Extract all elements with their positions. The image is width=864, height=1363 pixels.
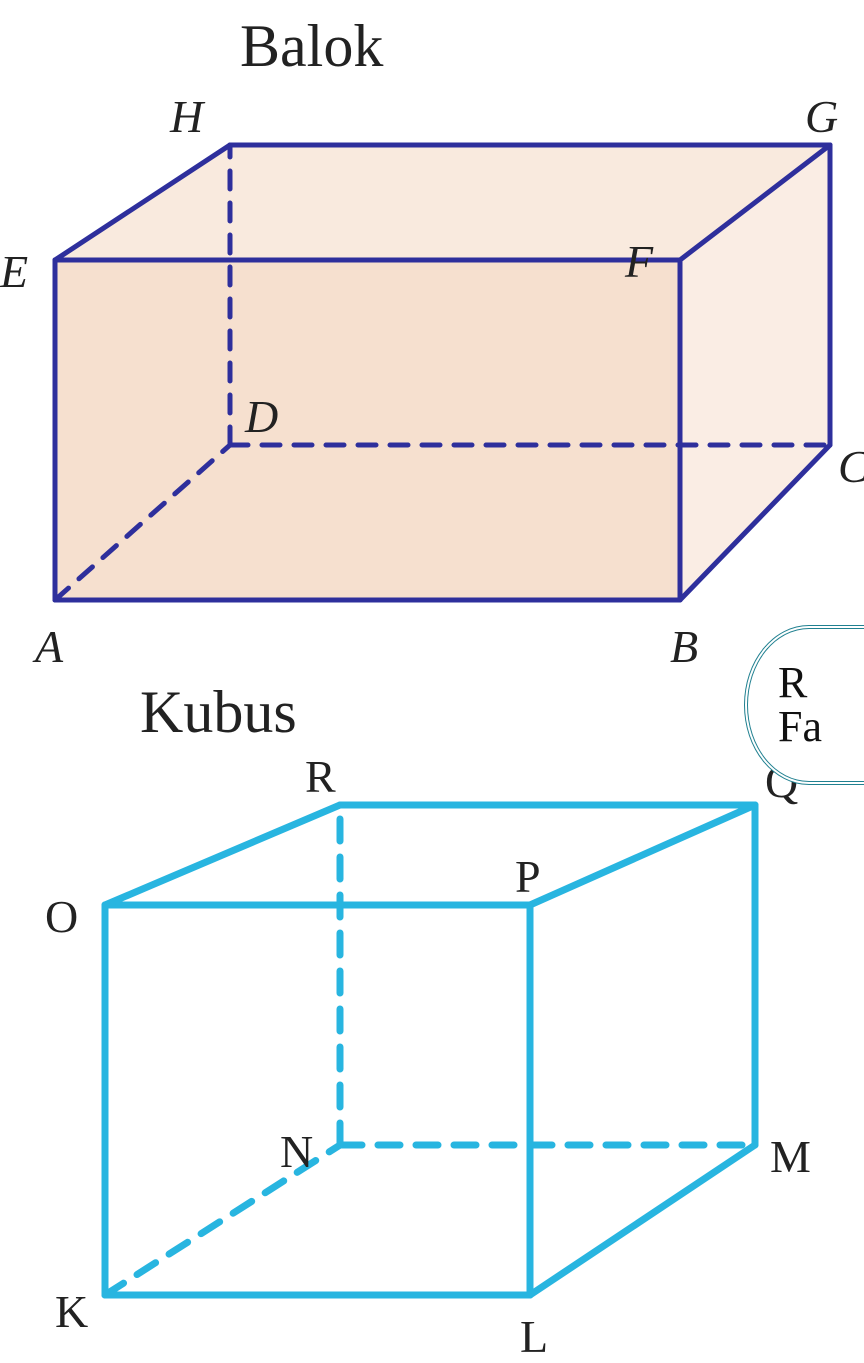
watermark-line2: Fa bbox=[778, 705, 864, 749]
watermark-line1: R bbox=[778, 661, 864, 705]
balok-vertex-C: C bbox=[838, 440, 864, 493]
balok-vertex-D: D bbox=[245, 390, 278, 443]
balok-vertex-G: G bbox=[805, 90, 838, 143]
kubus-vertex-N: N bbox=[280, 1125, 313, 1178]
kubus-vertex-P: P bbox=[515, 850, 541, 903]
kubus-vertex-R: R bbox=[305, 750, 336, 803]
shapes-svg bbox=[0, 0, 864, 1344]
balok-vertex-E: E bbox=[0, 245, 28, 298]
balok-vertex-F: F bbox=[625, 235, 653, 288]
kubus-vertex-K: K bbox=[55, 1285, 88, 1338]
watermark-badge: R Fa bbox=[744, 625, 864, 785]
balok-vertex-H: H bbox=[170, 90, 203, 143]
kubus-vertex-O: O bbox=[45, 890, 78, 943]
kubus-vertex-L: L bbox=[520, 1310, 548, 1363]
balok-vertex-B: B bbox=[670, 620, 698, 673]
diagram-canvas: Balok Kubus ABCDEFGHKLMNOPQR R Fa bbox=[0, 0, 864, 1344]
balok-vertex-A: A bbox=[35, 620, 63, 673]
kubus-vertex-M: M bbox=[770, 1130, 811, 1183]
